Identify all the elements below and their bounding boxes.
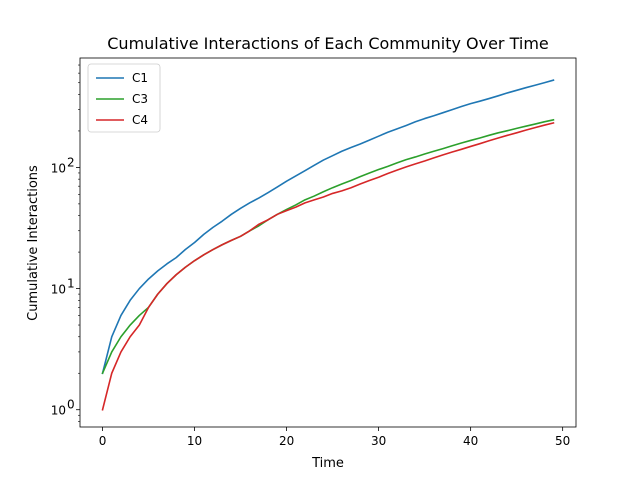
y-tick-exponent: 1 xyxy=(67,277,75,291)
y-tick-exponent: 2 xyxy=(67,155,75,169)
legend-label-c4: C4 xyxy=(132,113,148,127)
y-tick-label: 10 xyxy=(51,404,66,418)
x-tick-label: 40 xyxy=(463,434,478,448)
x-tick-label: 50 xyxy=(555,434,570,448)
x-tick-label: 10 xyxy=(187,434,202,448)
x-axis-label: Time xyxy=(311,456,344,471)
x-tick-label: 20 xyxy=(279,434,294,448)
y-tick-label: 10 xyxy=(51,161,66,175)
axes-frame xyxy=(79,57,577,428)
x-tick-label: 0 xyxy=(99,434,107,448)
legend-label-c3: C3 xyxy=(132,92,148,106)
legend-label-c1: C1 xyxy=(132,71,148,85)
chart-title: Cumulative Interactions of Each Communit… xyxy=(107,34,549,53)
legend: C1 C3 C4 xyxy=(87,63,161,133)
legend-box xyxy=(87,63,161,133)
x-tick-label: 30 xyxy=(371,434,386,448)
series-line-c4 xyxy=(101,121,555,411)
y-tick-label: 10 xyxy=(51,283,66,297)
series-line-c1 xyxy=(101,79,555,375)
y-tick-exponent: 0 xyxy=(67,398,75,412)
y-axis-label: Cumulative Interactions xyxy=(26,165,41,321)
plot-area xyxy=(101,79,555,411)
